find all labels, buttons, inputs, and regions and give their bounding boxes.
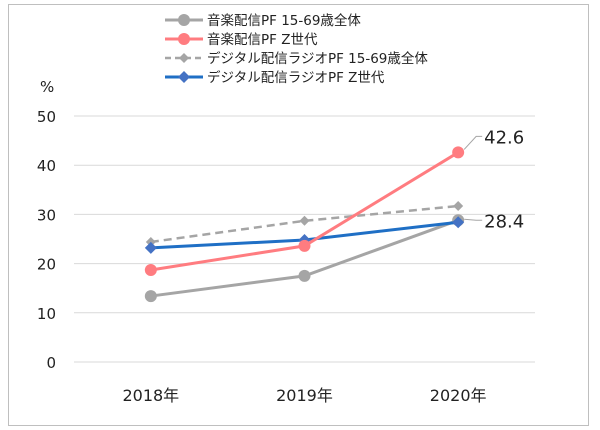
data-point [452, 146, 465, 159]
legend-marker [178, 14, 190, 26]
x-tick-label: 2019年 [276, 386, 333, 405]
legend-marker [178, 71, 190, 83]
y-tick-label: 10 [37, 305, 56, 323]
y-tick-label: 30 [37, 206, 56, 224]
data-label: 28.4 [484, 211, 524, 232]
series-line [150, 218, 459, 298]
legend-item: 音楽配信PF 15-69歳全体 [165, 12, 361, 29]
x-tick-label: 2018年 [122, 386, 179, 405]
data-point [298, 269, 311, 282]
legend-item: 音楽配信PF Z世代 [165, 31, 318, 48]
series-1 [144, 146, 465, 276]
legend-item: デジタル配信ラジオPF Z世代 [165, 69, 385, 86]
leader-line [464, 218, 483, 221]
data-point [144, 290, 157, 303]
chart-frame [8, 4, 589, 426]
leader-line [463, 135, 483, 150]
legend-marker [179, 53, 189, 63]
legend-label: デジタル配信ラジオPF Z世代 [207, 69, 385, 86]
legend-label: 音楽配信PF Z世代 [207, 31, 318, 48]
y-unit-label: % [40, 78, 54, 96]
y-tick-label: 40 [37, 157, 56, 175]
y-tick-label: 20 [37, 256, 56, 274]
x-tick-label: 2020年 [430, 386, 487, 405]
y-tick-label: 0 [46, 354, 56, 372]
data-point [298, 239, 311, 252]
y-tick-label: 50 [37, 108, 56, 126]
legend-label: 音楽配信PF 15-69歳全体 [207, 12, 361, 29]
legend-item: デジタル配信ラジオPF 15-69歳全体 [165, 50, 428, 67]
data-point [453, 201, 464, 212]
data-point [144, 263, 157, 276]
data-point [299, 215, 310, 226]
legend-marker [178, 33, 190, 45]
data-point [144, 241, 157, 254]
data-label: 42.6 [484, 127, 524, 148]
legend-label: デジタル配信ラジオPF 15-69歳全体 [207, 50, 428, 67]
data-point [452, 216, 465, 229]
